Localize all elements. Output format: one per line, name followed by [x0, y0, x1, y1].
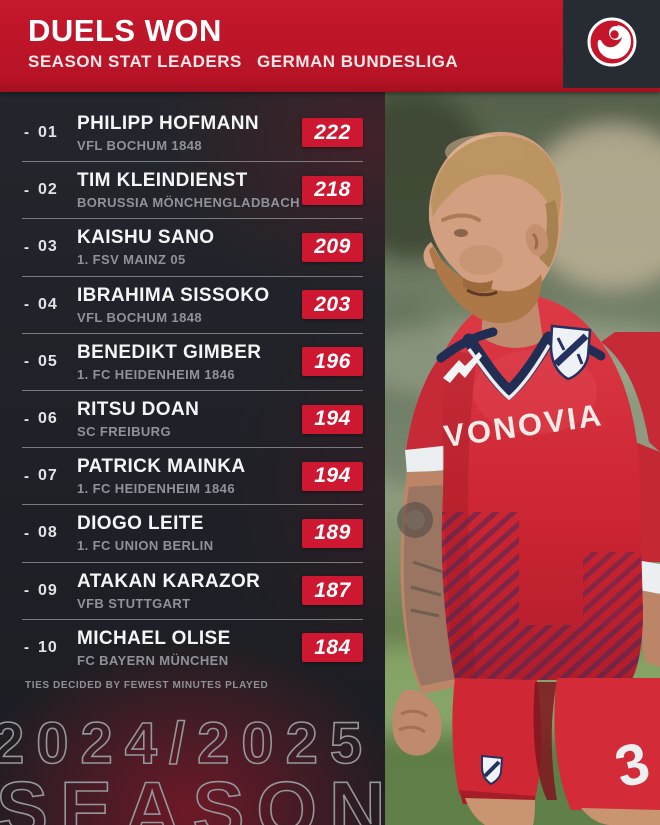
leaderboard-row: - 03 KAISHU SANO 1. FSV MAINZ 05 209 — [22, 218, 363, 275]
player-name: TIM KLEINDIENST — [77, 170, 248, 192]
rank-number: 08 — [38, 524, 58, 542]
footnote: TIES DECIDED BY FEWEST MINUTES PLAYED — [25, 679, 269, 691]
page-title: DUELS WON — [28, 13, 222, 48]
player-info: PHILIPP HOFMANN VFL BOCHUM 1848 — [77, 113, 302, 153]
rank-change-indicator: - — [24, 467, 29, 485]
rank-change-indicator: - — [24, 238, 29, 256]
leaderboard-row: - 10 MICHAEL OLISE FC BAYERN MÜNCHEN 184 — [22, 618, 363, 676]
player-name: PATRICK MAINKA — [77, 456, 246, 478]
leaderboard-rows: - 01 PHILIPP HOFMANN VFL BOCHUM 1848 222… — [22, 104, 363, 676]
stat-value-badge: 187 — [302, 576, 363, 606]
subtitle-stat-type: SEASON STAT LEADERS — [28, 52, 242, 71]
logo-panel — [563, 0, 660, 88]
player-club: BORUSSIA MÖNCHENGLADBACH — [77, 195, 300, 211]
rank-number: 05 — [38, 352, 58, 370]
player-name: ATAKAN KARAZOR — [77, 570, 261, 592]
player-club: VFB STUTTGART — [77, 595, 191, 611]
subtitle-competition: GERMAN BUNDESLIGA — [257, 52, 459, 71]
leaderboard-row: - 04 IBRAHIMA SISSOKO VFL BOCHUM 1848 20… — [22, 275, 363, 333]
player-name: MICHAEL OLISE — [77, 627, 231, 649]
leaderboard-row: - 05 BENEDIKT GIMBER 1. FC HEIDENHEIM 18… — [22, 332, 363, 390]
player-club: 1. FC HEIDENHEIM 1846 — [77, 481, 235, 497]
jersey-maker-mark — [443, 352, 482, 383]
stat-value-badge: 222 — [302, 118, 363, 148]
season-years: 2024/2025 — [0, 710, 375, 777]
player-name: PHILIPP HOFMANN — [77, 112, 259, 134]
player-name: DIOGO LEITE — [77, 513, 204, 535]
player-name: RITSU DOAN — [77, 399, 200, 421]
player-club: SC FREIBURG — [77, 424, 171, 440]
player-info: PATRICK MAINKA 1. FC HEIDENHEIM 1846 — [77, 456, 302, 496]
player-info: KAISHU SANO 1. FSV MAINZ 05 — [77, 227, 302, 267]
player-info: ATAKAN KARAZOR VFB STUTTGART — [77, 571, 302, 611]
player-club: VFL BOCHUM 1848 — [77, 309, 202, 325]
leaderboard-row: - 01 PHILIPP HOFMANN VFL BOCHUM 1848 222 — [22, 104, 363, 161]
brand-swirl-logo-icon — [584, 14, 640, 75]
player-club: FC BAYERN MÜNCHEN — [77, 652, 229, 668]
rank-number: 01 — [38, 123, 58, 141]
leaderboard-row: - 08 DIOGO LEITE 1. FC UNION BERLIN 189 — [22, 504, 363, 561]
rank-number: 09 — [38, 581, 58, 599]
stat-value-badge: 184 — [302, 633, 363, 663]
leaderboard-row: - 06 RITSU DOAN SC FREIBURG 194 — [22, 389, 363, 447]
rank-number: 02 — [38, 181, 58, 199]
player-club: 1. FSV MAINZ 05 — [77, 252, 186, 268]
player-name: IBRAHIMA SISSOKO — [77, 284, 270, 306]
player-photo: VONOVIA 3 — [385, 92, 660, 825]
player-illustration: VONOVIA 3 — [392, 131, 660, 825]
player-club: VFL BOCHUM 1848 — [77, 137, 202, 153]
stat-value-badge: 189 — [302, 518, 363, 548]
leaderboard-row: - 02 TIM KLEINDIENST BORUSSIA MÖNCHENGLA… — [22, 161, 363, 218]
stat-value-badge: 203 — [302, 290, 363, 320]
header: DUELS WON SEASON STAT LEADERS GERMAN BUN… — [0, 0, 660, 92]
player-info: TIM KLEINDIENST BORUSSIA MÖNCHENGLADBACH — [77, 170, 302, 210]
player-club: 1. FC UNION BERLIN — [77, 538, 214, 554]
club-badge — [549, 324, 592, 381]
rank-change-indicator: - — [24, 353, 29, 371]
player-info: BENEDIKT GIMBER 1. FC HEIDENHEIM 1846 — [77, 342, 302, 382]
stat-value-badge: 196 — [302, 347, 363, 377]
leaderboard-row: - 09 ATAKAN KARAZOR VFB STUTTGART 187 — [22, 561, 363, 619]
player-info: IBRAHIMA SISSOKO VFL BOCHUM 1848 — [77, 285, 302, 325]
player-info: DIOGO LEITE 1. FC UNION BERLIN — [77, 513, 302, 553]
rank-number: 10 — [38, 638, 58, 656]
shorts-badge — [481, 754, 504, 786]
player-club: 1. FC HEIDENHEIM 1846 — [77, 366, 235, 382]
player-name: BENEDIKT GIMBER — [77, 341, 262, 363]
rank-number: 04 — [38, 295, 58, 313]
rank-change-indicator: - — [24, 124, 29, 142]
rank-number: 03 — [38, 238, 58, 256]
stat-value-badge: 194 — [302, 461, 363, 491]
stat-value-badge: 194 — [302, 404, 363, 434]
stat-value-badge: 209 — [302, 232, 363, 262]
leaderboard-row: - 07 PATRICK MAINKA 1. FC HEIDENHEIM 184… — [22, 447, 363, 504]
leaderboard: - 01 PHILIPP HOFMANN VFL BOCHUM 1848 222… — [0, 92, 385, 700]
rank-change-indicator: - — [24, 524, 29, 542]
rank-change-indicator: - — [24, 582, 29, 600]
rank-change-indicator: - — [24, 181, 29, 199]
rank-number: 07 — [38, 467, 58, 485]
player-info: MICHAEL OLISE FC BAYERN MÜNCHEN — [77, 628, 302, 668]
rank-change-indicator: - — [24, 296, 29, 314]
rank-change-indicator: - — [24, 410, 29, 428]
season-word: SEASON — [0, 764, 390, 825]
season-watermark: 2024/2025 SEASON — [0, 700, 390, 825]
player-name: KAISHU SANO — [77, 227, 215, 249]
rank-change-indicator: - — [24, 639, 29, 657]
player-info: RITSU DOAN SC FREIBURG — [77, 399, 302, 439]
rank-number: 06 — [38, 410, 58, 428]
stat-value-badge: 218 — [302, 175, 363, 205]
